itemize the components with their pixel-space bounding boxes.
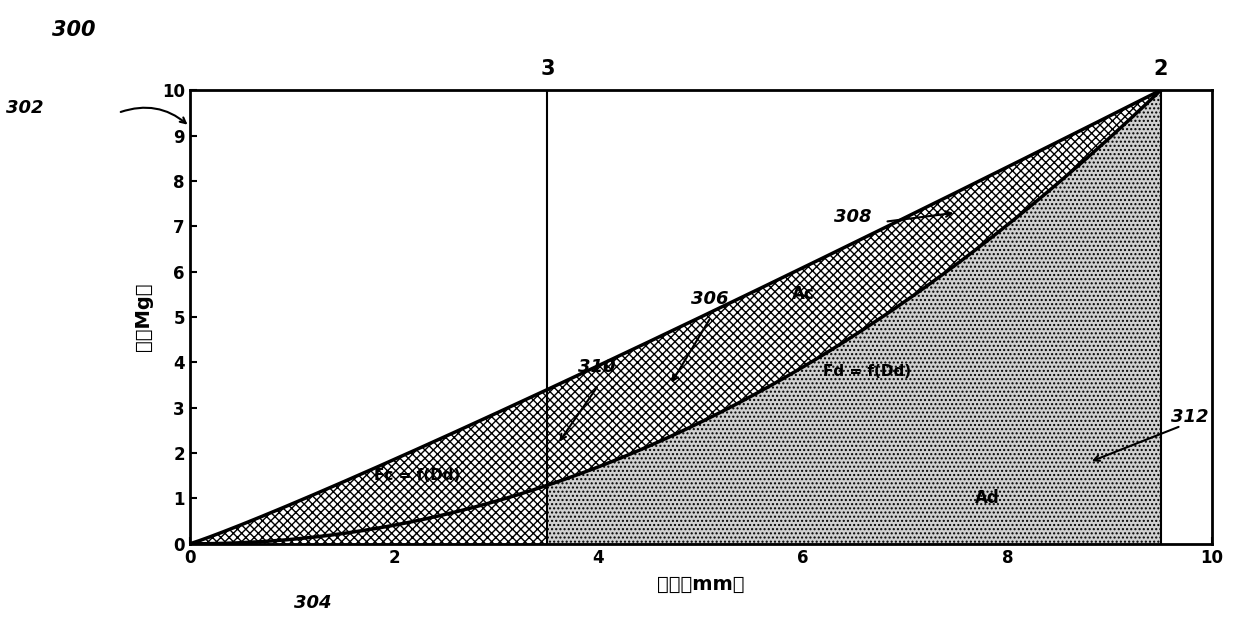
Text: 2: 2	[1153, 59, 1168, 79]
Text: 300: 300	[52, 20, 95, 40]
Text: Ad: Ad	[975, 489, 999, 507]
Text: 302: 302	[6, 99, 43, 118]
X-axis label: 距离（mm）: 距离（mm）	[657, 575, 744, 594]
Text: 308: 308	[833, 208, 872, 226]
Text: Fc = f(Dd): Fc = f(Dd)	[373, 468, 460, 483]
Text: Fd = f(Dd): Fd = f(Dd)	[823, 364, 911, 379]
Y-axis label: 力（Mg）: 力（Mg）	[134, 283, 154, 351]
Text: 306: 306	[691, 290, 728, 308]
Text: 310: 310	[578, 358, 615, 376]
Text: 312: 312	[1171, 408, 1209, 426]
Text: 3: 3	[541, 59, 554, 79]
Text: 304: 304	[294, 593, 331, 612]
Text: Ac: Ac	[791, 285, 815, 303]
